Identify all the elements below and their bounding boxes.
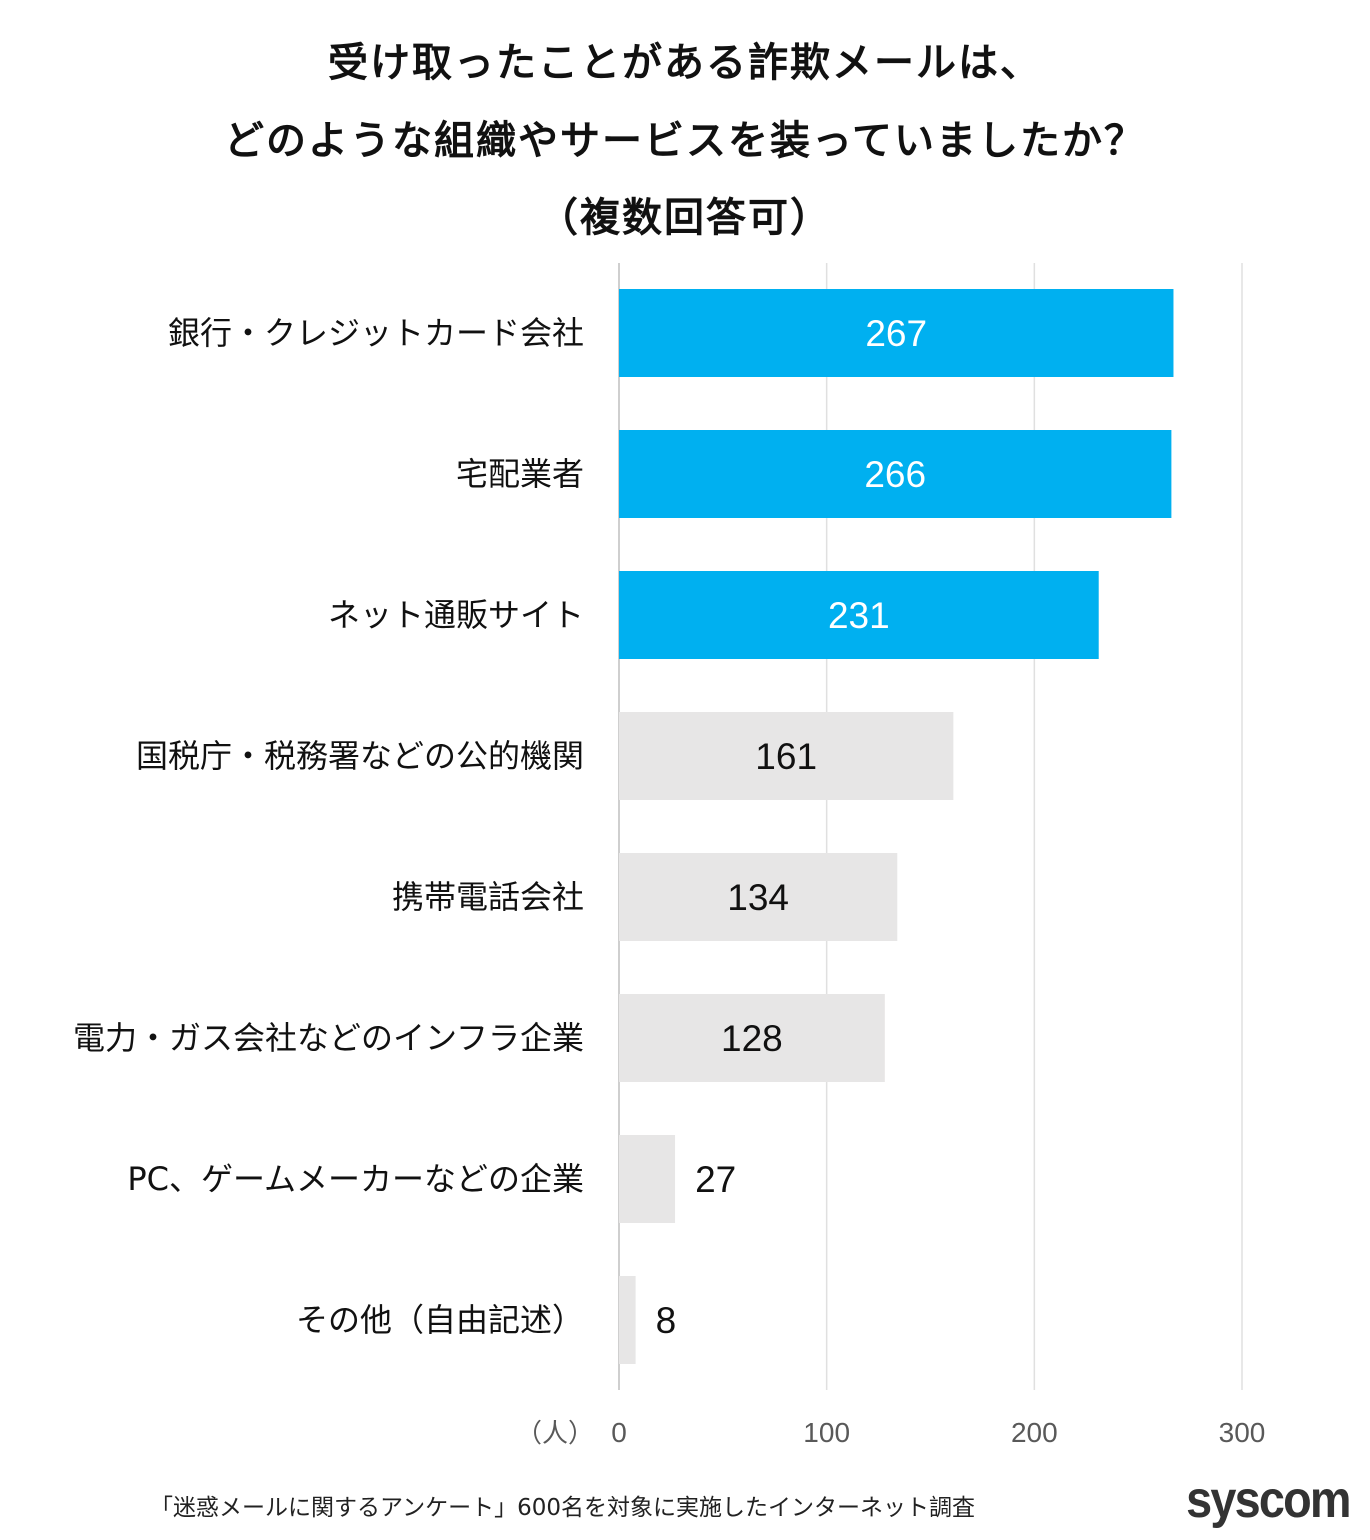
- source-note: 「迷惑メールに関するアンケート」600名を対象に実施したインターネット調査: [150, 1495, 975, 1521]
- category-label: その他（自由記述）: [296, 1301, 584, 1339]
- bar: [619, 1135, 676, 1223]
- syscom-logo: syscom: [1186, 1471, 1351, 1529]
- bar: [619, 712, 954, 800]
- category-label: 電力・ガス会社などのインフラ企業: [73, 1019, 584, 1057]
- x-tick-label: 100: [803, 1417, 850, 1448]
- data-label: 231: [828, 595, 890, 636]
- data-label: 128: [721, 1018, 783, 1059]
- bar: [619, 853, 898, 941]
- x-tick-label: 200: [1011, 1417, 1058, 1448]
- data-label: 267: [865, 313, 927, 354]
- data-label: 266: [864, 454, 926, 495]
- category-label: 携帯電話会社: [392, 878, 584, 916]
- bar: [619, 994, 885, 1082]
- category-label: 宅配業者: [456, 455, 584, 493]
- bar: [619, 571, 1099, 659]
- category-label: 国税庁・税務署などの公的機関: [136, 737, 584, 775]
- category-label: ネット通販サイト: [328, 596, 584, 634]
- x-tick-label: 300: [1219, 1417, 1266, 1448]
- data-label: 134: [727, 877, 789, 918]
- chart-title-line-2: どのような組織やサービスを装っていましたか？: [224, 118, 1146, 164]
- bar-chart: 0 100 200 300 （人） 銀行・クレジットカード会社 267 宅配業者 266 ネット通…: [73, 263, 1266, 1449]
- chart-title-line-3: （複数回答可）: [538, 195, 832, 241]
- x-tick-label: 0: [611, 1417, 627, 1448]
- bar: [619, 1276, 636, 1364]
- data-label: 27: [695, 1159, 736, 1200]
- chart-title-line-1: 受け取ったことがある詐欺メールは、: [328, 40, 1042, 86]
- bar: [619, 430, 1172, 518]
- category-label: PC、ゲームメーカーなどの企業: [127, 1160, 584, 1198]
- data-label: 8: [656, 1300, 677, 1341]
- bar: [619, 289, 1174, 377]
- data-label: 161: [755, 736, 817, 777]
- x-axis-unit: （人）: [516, 1419, 594, 1449]
- category-label: 銀行・クレジットカード会社: [168, 314, 584, 352]
